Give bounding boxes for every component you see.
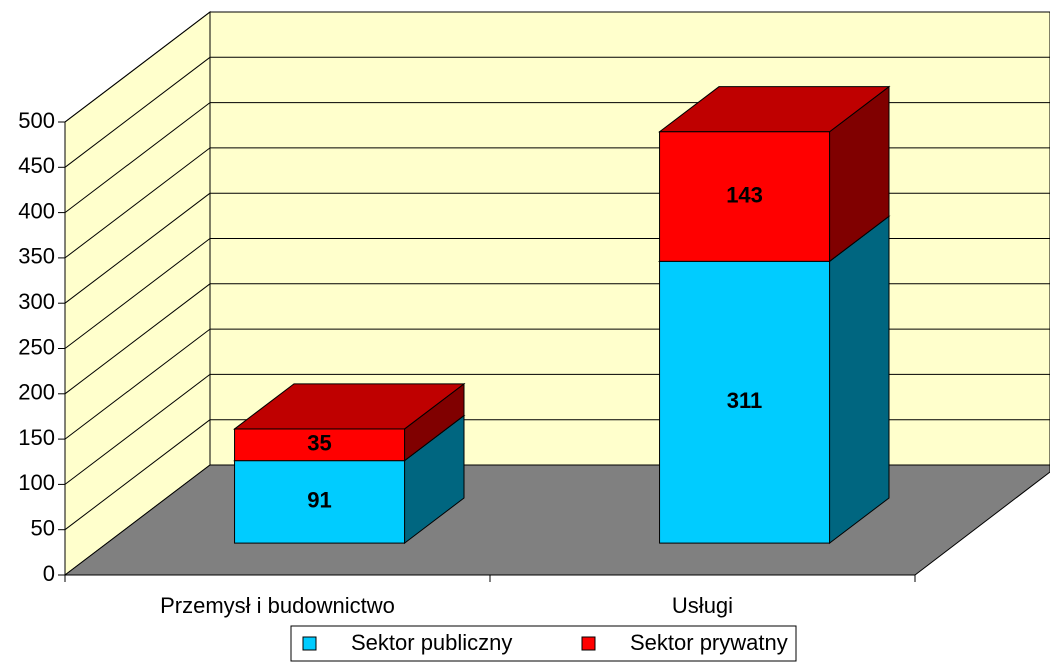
y-tick-label: 300 (18, 289, 55, 314)
grid-line (64, 283, 211, 395)
floor (63, 464, 1050, 576)
y-tick-label: 50 (31, 516, 55, 541)
bar (659, 260, 831, 544)
grid-line (64, 192, 211, 304)
data-label: 143 (726, 182, 763, 207)
bar (659, 131, 831, 262)
y-tick-label: 150 (18, 425, 55, 450)
y-tick-label: 250 (18, 334, 55, 359)
grid-line (64, 147, 211, 259)
x-tick-label: Przemysł i budownictwo (160, 593, 395, 618)
data-label: 35 (307, 431, 331, 456)
bar (234, 460, 406, 544)
grid-line (64, 374, 211, 485)
x-tick-label: Usługi (672, 593, 733, 618)
legend-swatch (302, 636, 317, 651)
grid-line (64, 419, 211, 531)
y-tick-label: 200 (18, 380, 55, 405)
legend-label: Sektor publiczny (351, 630, 512, 655)
bar (234, 428, 406, 462)
y-tick-label: 350 (18, 244, 55, 269)
grid-line (64, 328, 211, 440)
legend-label: Sektor prywatny (630, 630, 788, 655)
grid-line (64, 102, 211, 213)
y-tick-label: 500 (18, 108, 55, 133)
y-tick-label: 0 (43, 561, 55, 586)
bar-side (829, 215, 890, 545)
legend-swatch (581, 636, 596, 651)
grid-line (64, 56, 211, 168)
grid-line (64, 238, 211, 349)
y-tick-label: 450 (18, 153, 55, 178)
y-tick-label: 400 (18, 198, 55, 223)
data-label: 311 (727, 388, 763, 413)
legend (290, 625, 797, 662)
data-label: 91 (307, 488, 331, 513)
grid-line (64, 11, 211, 123)
y-tick-label: 100 (18, 470, 55, 495)
